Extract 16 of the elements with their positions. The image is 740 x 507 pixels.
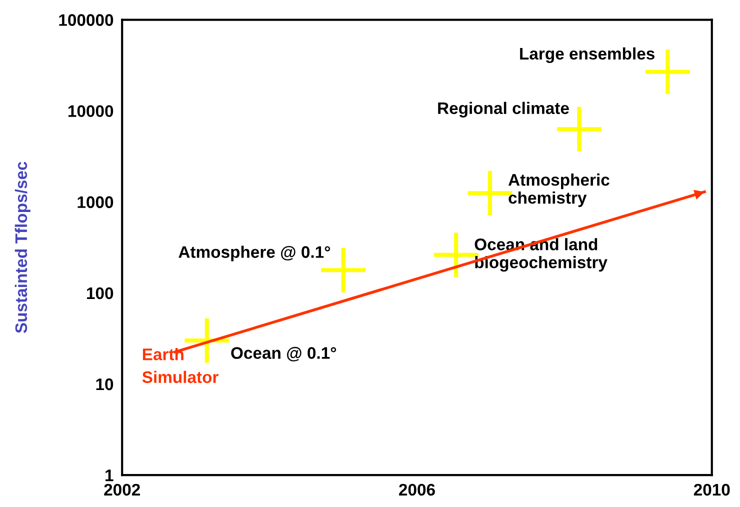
annotation: Regional climate [438, 102, 569, 118]
y-tick-label: 10000 [68, 105, 114, 118]
y-tick-label: 10 [96, 378, 114, 390]
x-tick-label: 2006 [399, 484, 435, 496]
x-tick-label: 2010 [694, 484, 730, 496]
annotation: Ocean @ 0.1° [231, 346, 336, 362]
annotation: Atmospheric chemistry [508, 174, 610, 208]
y-axis-title: Sustainted Tflops/sec [14, 162, 30, 334]
y-tick-label: 1000 [78, 196, 114, 208]
x-tick-label: 2002 [104, 484, 140, 496]
annotation: Atmosphere @ 0.1° [178, 246, 330, 262]
series-label: Earth Simulator [142, 348, 218, 384]
y-tick-label: 1 [106, 470, 114, 482]
y-tick-label: 100000 [59, 14, 114, 26]
annotation: Large ensembles [520, 47, 654, 63]
y-tick-label: 100 [87, 287, 114, 300]
